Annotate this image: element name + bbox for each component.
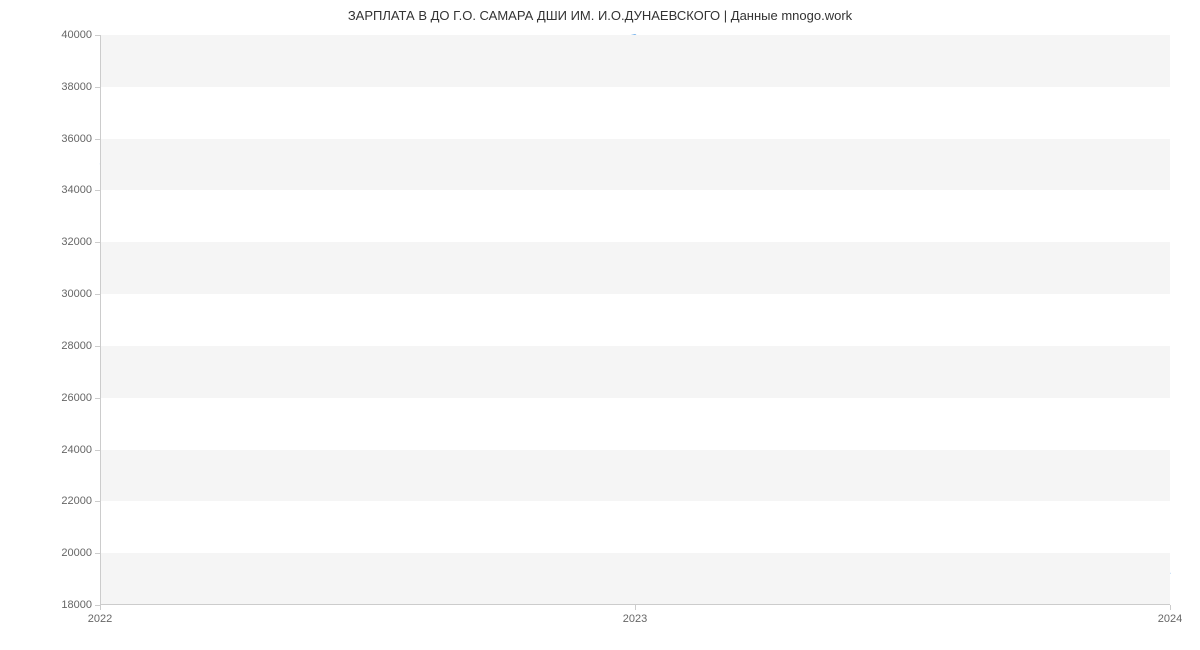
grid-band [100, 35, 1170, 87]
grid-band [100, 242, 1170, 294]
x-tick-mark [100, 605, 101, 610]
grid-band [100, 87, 1170, 139]
grid-band [100, 398, 1170, 450]
y-axis-line [100, 35, 101, 605]
plot-area: 1800020000220002400026000280003000032000… [100, 35, 1170, 605]
chart-title: ЗАРПЛАТА В ДО Г.О. САМАРА ДШИ ИМ. И.О.ДУ… [0, 0, 1200, 27]
grid-band [100, 450, 1170, 502]
grid-band [100, 501, 1170, 553]
grid-band [100, 346, 1170, 398]
grid-band [100, 553, 1170, 605]
x-axis-line [100, 604, 1170, 605]
salary-chart: ЗАРПЛАТА В ДО Г.О. САМАРА ДШИ ИМ. И.О.ДУ… [0, 0, 1200, 650]
grid-band [100, 139, 1170, 191]
grid-band [100, 294, 1170, 346]
grid-band [100, 190, 1170, 242]
x-tick-mark [635, 605, 636, 610]
x-tick-mark [1170, 605, 1171, 610]
